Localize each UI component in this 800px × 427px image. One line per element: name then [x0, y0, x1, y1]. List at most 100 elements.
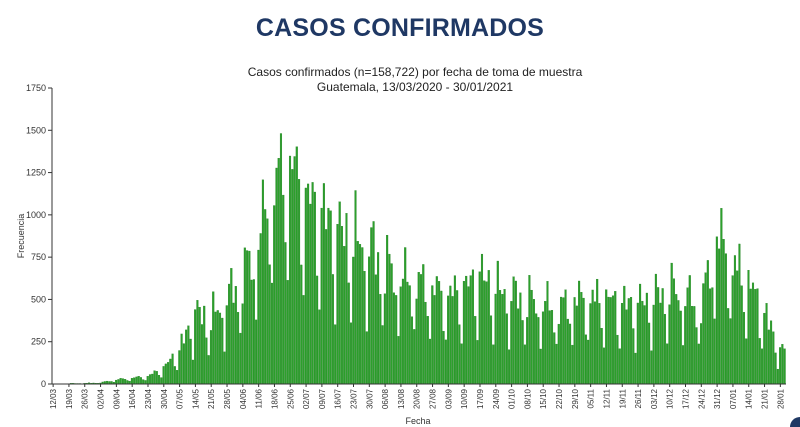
bar	[349, 322, 353, 385]
x-tick-label: 17/12	[682, 388, 691, 409]
bar	[781, 344, 784, 385]
bar	[639, 283, 642, 385]
bar	[218, 312, 222, 385]
bar	[329, 210, 332, 385]
bar	[295, 146, 298, 385]
bar	[223, 351, 226, 385]
bar	[191, 359, 194, 385]
bar	[596, 278, 599, 385]
x-tick-label: 10/12	[666, 388, 675, 409]
x-tick-label: 28/01	[776, 388, 785, 409]
bar	[618, 348, 621, 385]
bar	[331, 274, 334, 385]
bar	[198, 307, 201, 385]
x-axis-label: Fecha	[405, 416, 430, 426]
bar	[489, 315, 493, 385]
bar	[630, 297, 633, 385]
bar	[363, 271, 366, 385]
bar	[751, 282, 755, 385]
bar	[139, 377, 142, 385]
bar	[311, 182, 314, 385]
bar	[564, 289, 567, 385]
bar	[478, 271, 481, 385]
bar	[779, 347, 782, 385]
bar	[216, 310, 219, 385]
bar	[356, 241, 359, 385]
bar	[275, 167, 278, 385]
bar	[736, 270, 739, 385]
page-heading: CASOS CONFIRMADOS	[255, 14, 545, 42]
bar	[121, 378, 124, 385]
x-tick-label: 23/07	[350, 388, 359, 409]
bar	[562, 297, 565, 385]
bar	[397, 336, 400, 385]
bar	[401, 278, 404, 385]
bar	[623, 285, 626, 385]
bar	[230, 268, 233, 385]
bar	[458, 324, 461, 385]
bar	[252, 279, 255, 385]
bar	[212, 291, 215, 385]
bar	[611, 295, 615, 385]
x-tick-label: 29/10	[571, 388, 580, 409]
bar	[431, 285, 434, 385]
x-tick-label: 11/06	[255, 388, 264, 408]
bar	[681, 345, 685, 385]
bar	[320, 207, 323, 385]
bar	[194, 309, 197, 385]
bar	[449, 285, 452, 385]
bar	[440, 290, 443, 385]
bar	[178, 350, 181, 385]
bar	[718, 248, 721, 385]
bar	[144, 380, 147, 385]
bar	[288, 155, 292, 385]
bar	[772, 331, 775, 385]
bar	[688, 275, 691, 385]
bar	[686, 287, 689, 385]
x-tick-label: 07/05	[176, 388, 185, 409]
bar	[126, 380, 129, 385]
bar	[625, 309, 628, 385]
bar	[670, 262, 673, 385]
bar	[627, 298, 630, 385]
bar	[496, 260, 499, 385]
bar	[268, 264, 271, 385]
bar	[776, 368, 779, 385]
bar	[302, 295, 305, 385]
bar	[587, 339, 590, 385]
bar	[291, 169, 294, 385]
bar	[713, 318, 716, 385]
bar	[560, 296, 563, 385]
x-tick-label: 03/12	[650, 388, 659, 409]
bar	[474, 316, 477, 385]
bar	[643, 305, 646, 385]
bar	[221, 317, 224, 385]
bar	[259, 233, 262, 385]
bar	[663, 313, 666, 385]
x-axis: 12/03 19/03 26/03 02/04 09/04 16/04 23/04 30/04…	[49, 383, 786, 409]
bar	[480, 253, 484, 385]
bar	[365, 331, 368, 385]
bar	[535, 313, 538, 385]
bar	[715, 236, 718, 385]
bar	[228, 283, 231, 385]
bar	[634, 352, 637, 385]
bar	[435, 276, 438, 385]
bar	[176, 370, 179, 385]
bar	[666, 343, 669, 385]
bar	[652, 304, 655, 385]
bar	[555, 343, 558, 385]
bar	[745, 338, 748, 385]
bar	[124, 379, 127, 385]
bar	[476, 340, 479, 385]
bar	[148, 374, 152, 385]
bar	[541, 311, 545, 385]
bar	[406, 281, 409, 385]
bar	[340, 226, 343, 385]
bar	[395, 295, 398, 385]
x-tick-label: 06/08	[381, 388, 390, 409]
bar	[422, 264, 425, 385]
bar	[368, 256, 371, 385]
x-tick-label: 28/05	[223, 388, 232, 409]
